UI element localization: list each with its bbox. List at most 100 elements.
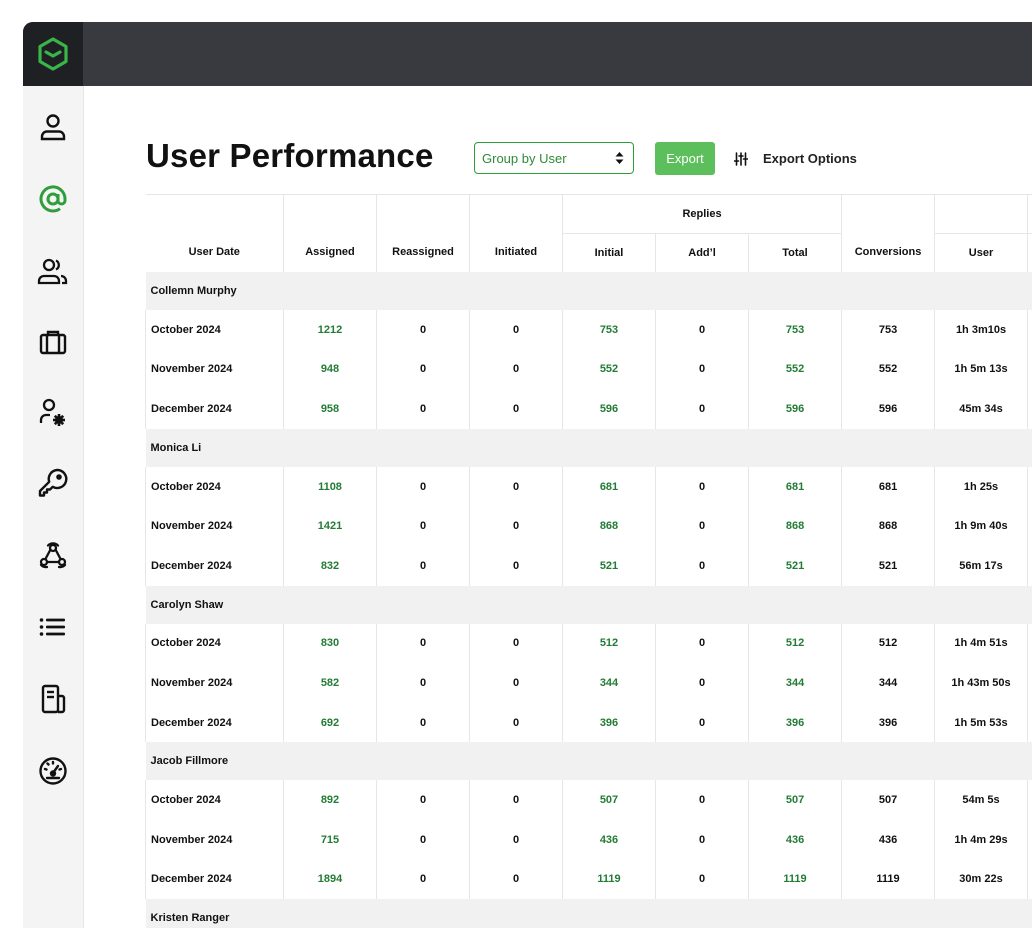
table-cell: 0 [469, 466, 563, 507]
table-cell: 0 [655, 545, 749, 586]
table-cell: 0 [376, 819, 470, 860]
logo[interactable] [23, 22, 83, 86]
table-row: October 2024 1108 0 0 681 0 681 681 1h 25s [145, 466, 1032, 507]
table-cell: 892 [283, 780, 377, 820]
table-cell: 521 [747, 545, 842, 586]
table-cell-empty [1027, 819, 1032, 860]
table-cell: 948 [283, 349, 377, 390]
table-row: November 2024 582 0 0 344 0 344 344 1h 43m 50s [145, 663, 1032, 703]
table-cell: 0 [376, 545, 470, 586]
sliders-icon [734, 151, 748, 166]
sidebar-item-contacts[interactable] [23, 249, 83, 293]
table-cell: 436 [747, 819, 842, 860]
table-row: November 2024 1421 0 0 868 0 868 868 1h 9m 40s [145, 506, 1032, 546]
table-row: December 2024 692 0 0 396 0 396 396 1h 5m 53s [145, 702, 1032, 743]
table-cell: 45m 34s [934, 389, 1028, 429]
table-cell: 596 [747, 389, 842, 429]
performance-table: User Date Assigned Reassigned Initiated … [145, 194, 1032, 928]
sidebar-item-jobs[interactable] [23, 320, 83, 364]
table-cell: 1119 [841, 859, 935, 900]
table-cell: 507 [747, 780, 842, 820]
document-icon [41, 684, 66, 714]
table-cell: 681 [562, 466, 656, 507]
table-cell: 1h 4m 29s [934, 819, 1028, 860]
sidebar [23, 86, 84, 928]
column-group-header-empty [934, 194, 1028, 234]
table-cell: 344 [562, 663, 656, 703]
column-header: Conversions [841, 194, 936, 272]
table-cell: 507 [841, 780, 935, 820]
export-options-button[interactable]: Export Options [734, 142, 857, 175]
table-cell-empty [1027, 349, 1032, 390]
table-cell: 1h 3m10s [934, 310, 1028, 350]
export-button[interactable]: Export [655, 142, 715, 175]
sidebar-item-user-settings[interactable] [23, 391, 83, 435]
table-cell: 0 [469, 663, 563, 703]
row-date: October 2024 [145, 623, 284, 664]
row-date: December 2024 [145, 389, 284, 429]
table-row: October 2024 892 0 0 507 0 507 507 54m 5s [145, 780, 1032, 820]
at-icon [39, 185, 67, 213]
select-arrows-icon [615, 152, 624, 164]
group-row: Jacob Fillmore [145, 742, 1032, 781]
sidebar-item-lists[interactable] [23, 605, 83, 649]
sidebar-item-profile[interactable] [23, 105, 83, 149]
table-cell: 0 [376, 859, 470, 900]
table-cell: 56m 17s [934, 545, 1028, 586]
table-cell: 1894 [283, 859, 377, 900]
table-cell: 582 [283, 663, 377, 703]
table-cell: 512 [841, 623, 935, 664]
table-cell-empty [1027, 310, 1032, 350]
user-icon [40, 114, 66, 141]
table-cell-empty [1027, 506, 1032, 546]
table-cell: 1h 5m 13s [934, 349, 1028, 390]
table-cell: 436 [841, 819, 935, 860]
column-header: User [934, 233, 1028, 272]
table-cell: 692 [283, 702, 377, 743]
sidebar-item-reports[interactable] [23, 677, 83, 721]
table-cell: 30m 22s [934, 859, 1028, 900]
group-row: Collemn Murphy [145, 272, 1032, 310]
sidebar-item-webhooks[interactable] [23, 533, 83, 577]
group-name: Collemn Murphy [145, 272, 1032, 310]
row-date: November 2024 [145, 663, 284, 703]
table-cell: 0 [469, 623, 563, 664]
page-title: User Performance [146, 137, 434, 174]
table-cell: 753 [747, 310, 842, 350]
sidebar-item-dashboard[interactable] [23, 749, 83, 793]
table-cell: 0 [655, 389, 749, 429]
table-cell: 0 [655, 310, 749, 350]
table-cell: 396 [841, 702, 935, 743]
column-header: User Date [145, 194, 284, 272]
table-cell: 436 [562, 819, 656, 860]
table-cell: 552 [562, 349, 656, 390]
table-cell-empty [1027, 702, 1032, 743]
row-date: November 2024 [145, 819, 284, 860]
sidebar-item-api-keys[interactable] [23, 461, 83, 505]
table-cell: 0 [469, 859, 563, 900]
app-window: User Performance Group by User Export Ex… [23, 22, 1032, 928]
logo-icon [38, 37, 68, 71]
table-cell-empty [1027, 545, 1032, 586]
table-cell: 0 [376, 466, 470, 507]
group-by-select[interactable]: Group by User [474, 142, 634, 174]
table-cell: 0 [376, 623, 470, 664]
user-settings-icon [39, 398, 65, 426]
sidebar-item-mentions[interactable] [23, 177, 83, 221]
row-date: December 2024 [145, 702, 284, 743]
table-cell-empty [1027, 466, 1032, 507]
table-cell: 596 [562, 389, 656, 429]
table-cell: 868 [562, 506, 656, 546]
table-cell-empty [1027, 663, 1032, 703]
table-cell: 832 [283, 545, 377, 586]
table-cell-empty [1027, 623, 1032, 664]
row-date: December 2024 [145, 859, 284, 900]
table-cell: 753 [841, 310, 935, 350]
group-name: Monica Li [145, 428, 1032, 467]
table-cell: 1h 43m 50s [934, 663, 1028, 703]
table-row: October 2024 1212 0 0 753 0 753 753 1h 3m10s [145, 310, 1032, 350]
table-cell: 552 [841, 349, 935, 390]
column-header: Add’l [655, 233, 749, 272]
table-cell: 1h 4m 51s [934, 623, 1028, 664]
table-cell: 1h 5m 53s [934, 702, 1028, 743]
